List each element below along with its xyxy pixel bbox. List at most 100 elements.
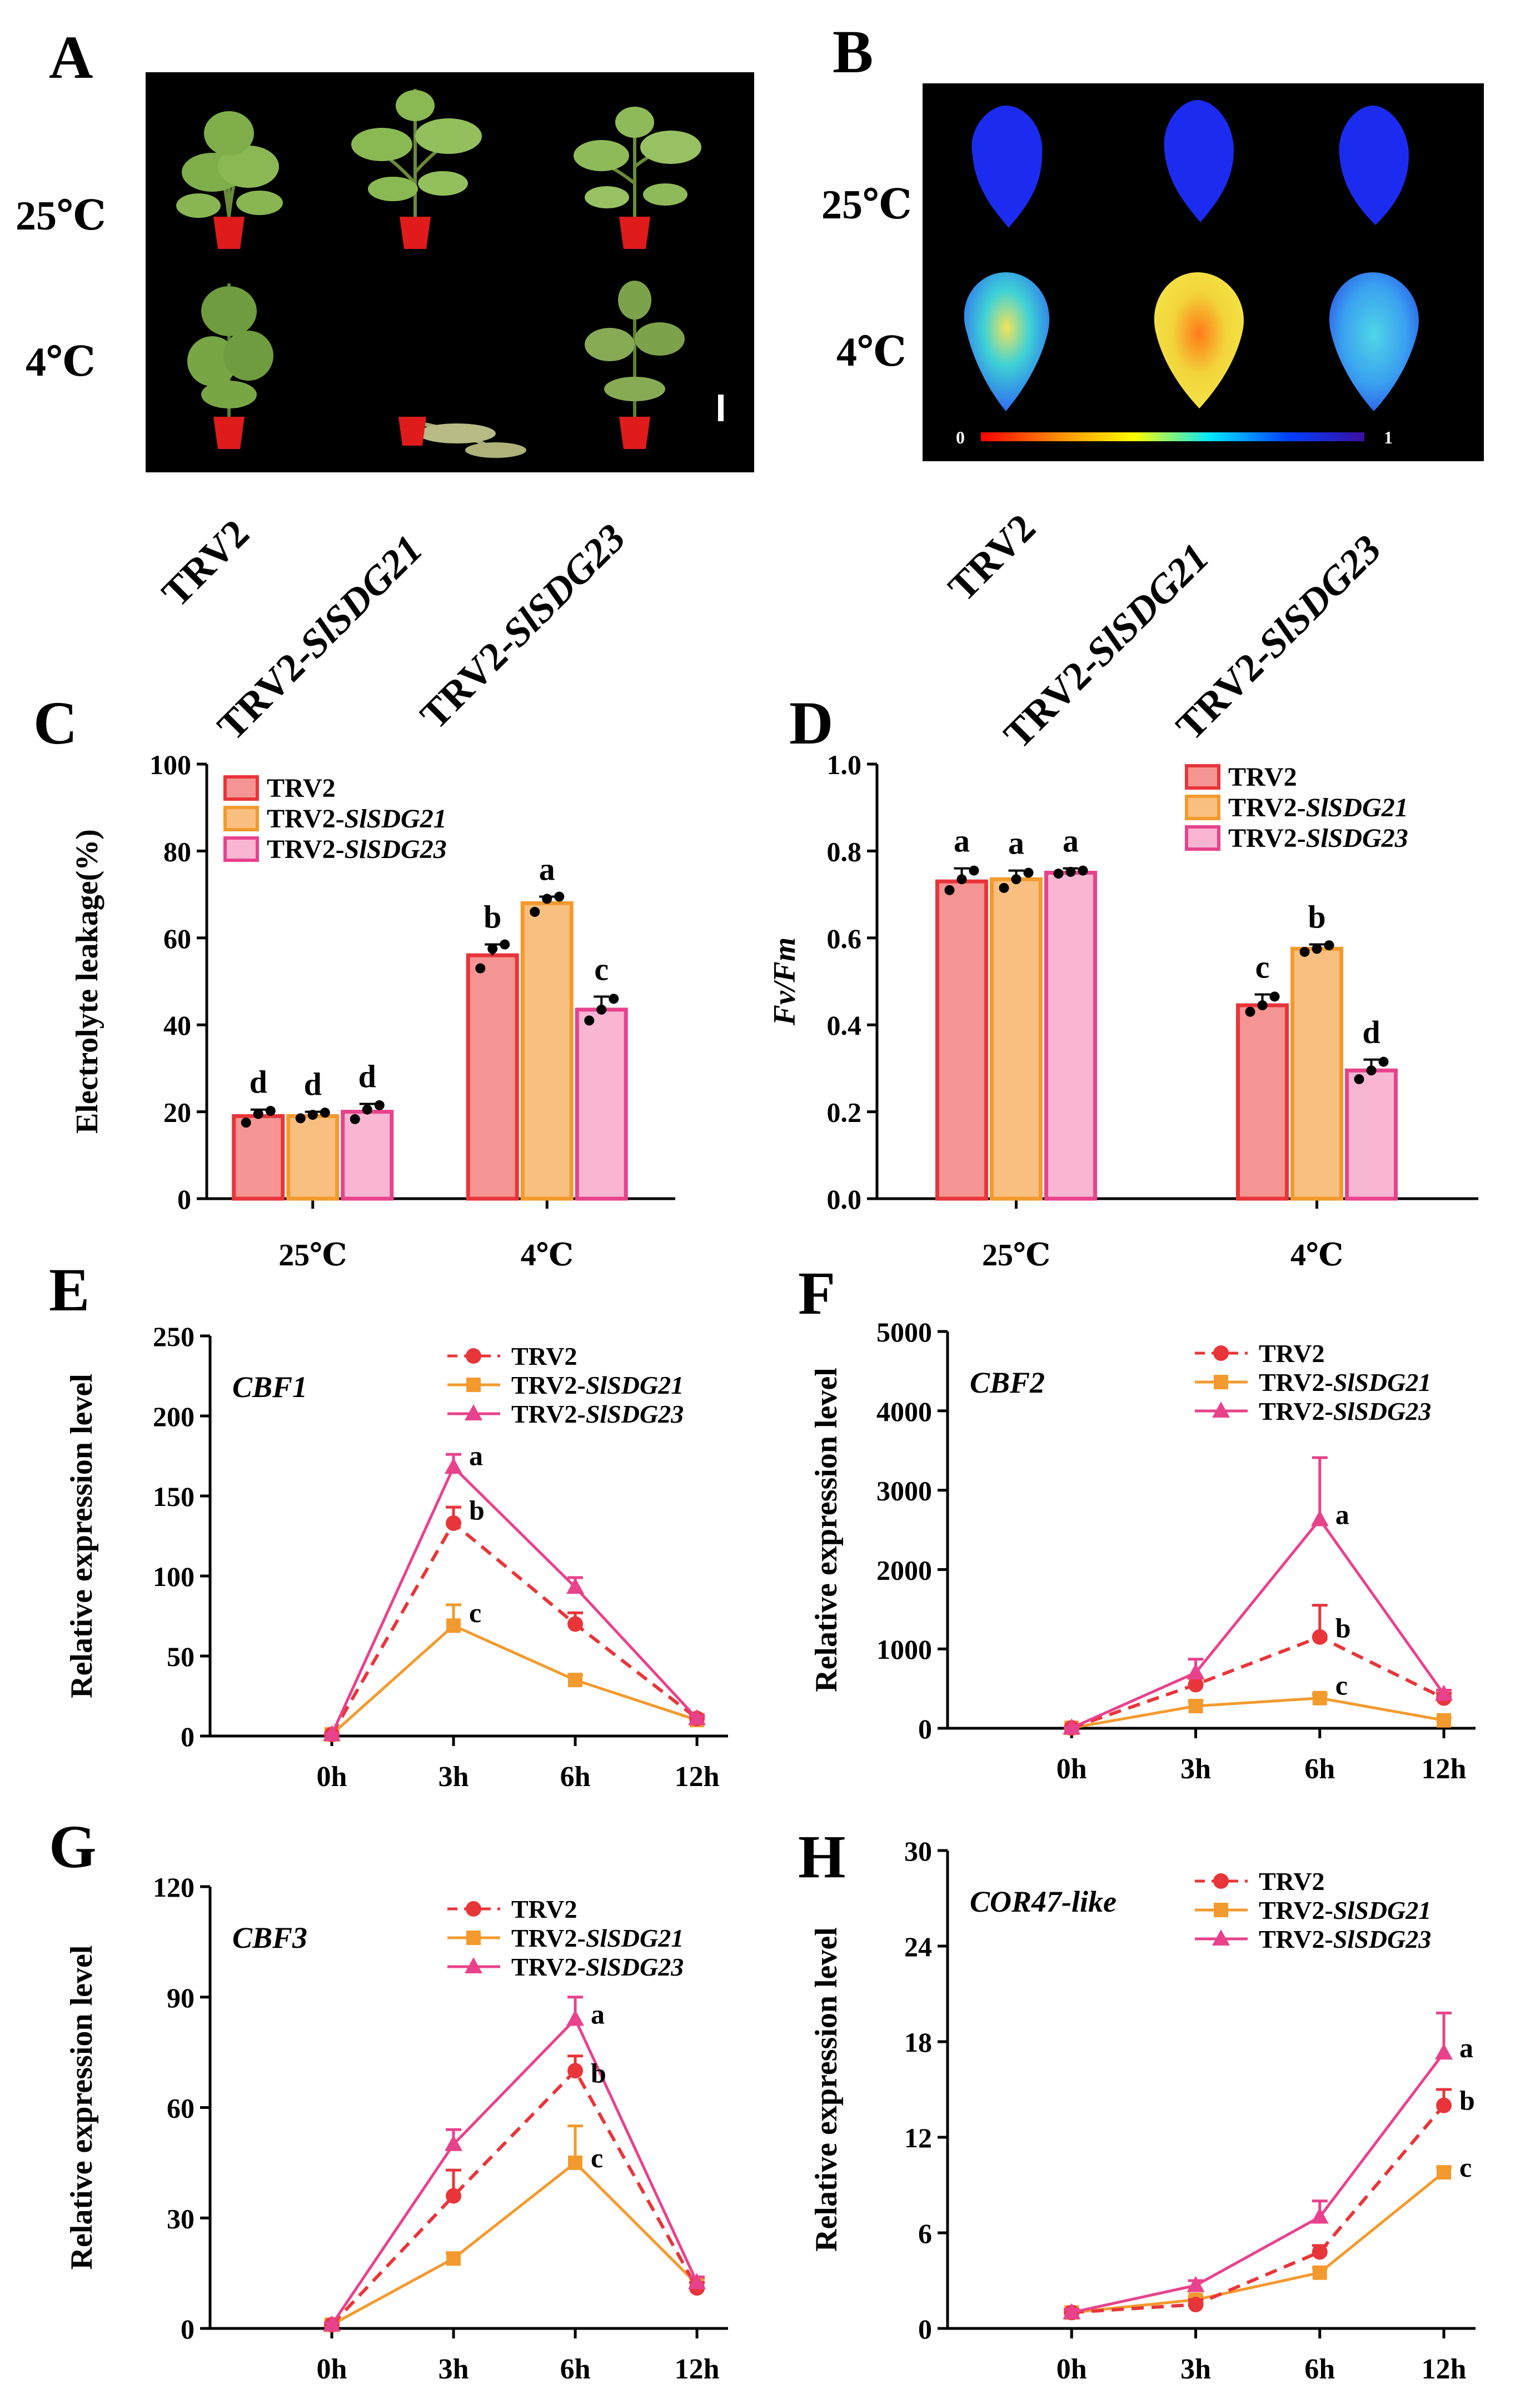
point-D-0-0-0 <box>944 885 955 895</box>
marker-H-2-1 <box>1187 2276 1205 2292</box>
y-tick-label-D-5: 1.0 <box>827 749 862 780</box>
x-tick-label-H-2: 6h <box>1304 2353 1335 2384</box>
sig-letter-C-2-1: c <box>594 951 609 987</box>
x-tick-label-E-3: 12h <box>675 1761 720 1793</box>
y-tick-label-E-5: 250 <box>153 1321 195 1352</box>
legend-label-H-1: TRV2-SlSDG21 <box>1259 1896 1431 1924</box>
legend-swatch-D-2 <box>1185 825 1220 851</box>
marker-G-2-1 <box>445 2134 463 2151</box>
marker-G-1-2 <box>568 2155 583 2170</box>
sig-letter-C-0-1: b <box>484 899 501 935</box>
y-tick-label-E-1: 50 <box>167 1641 195 1672</box>
sig-letter-E-0: a <box>469 1440 483 1472</box>
panel-letter-g: G <box>49 1813 97 1881</box>
point-D-1-1-0 <box>1299 946 1310 957</box>
legend-label-F-1: TRV2-SlSDG21 <box>1259 1368 1431 1397</box>
legend-swatch-C-0 <box>223 775 259 801</box>
bar-D-2-1 <box>1345 1068 1398 1201</box>
leaf-sdg21-25c <box>1164 100 1234 222</box>
legend-swatch-D-0 <box>1185 764 1220 790</box>
plant-trv2-4c <box>187 283 273 449</box>
legend-marker-G-2 <box>465 1957 482 1973</box>
y-tick-label-G-4: 120 <box>153 1872 195 1903</box>
sig-letter-G-1: b <box>591 2058 606 2089</box>
x-tick-label-G-3: 12h <box>675 2353 720 2384</box>
marker-G-2-2 <box>566 2009 585 2026</box>
bar-D-1-1 <box>1290 946 1343 1201</box>
point-C-1-1-2 <box>554 891 565 902</box>
legend-label-C-0: TRV2 <box>267 774 336 803</box>
sig-letter-C-0-0: d <box>250 1064 267 1100</box>
bar-C-0-0 <box>232 1114 285 1201</box>
point-C-2-0-1 <box>362 1104 372 1115</box>
point-C-0-0-2 <box>265 1106 276 1116</box>
y-tick-label-E-2: 100 <box>153 1561 195 1592</box>
plant-trv2-25c <box>176 111 283 249</box>
y-tick-label-G-2: 60 <box>167 2093 195 2124</box>
legend-label-F-0: TRV2 <box>1259 1339 1325 1368</box>
point-D-0-0-2 <box>969 865 979 876</box>
sig-letter-H-1: b <box>1459 2085 1475 2116</box>
gene-label-E: CBF1 <box>232 1370 307 1404</box>
y-tick-label-D-1: 0.2 <box>827 1097 862 1128</box>
point-C-0-0-0 <box>241 1118 251 1128</box>
y-tick-label-H-1: 6 <box>918 2218 932 2249</box>
y-axis-label-D: Fv/Fm <box>767 937 802 1026</box>
legend-label-D-2: TRV2-SlSDG23 <box>1228 824 1408 853</box>
series-line-E-2 <box>330 1464 698 1735</box>
legend-swatch-D-1 <box>1185 795 1220 820</box>
gene-label-G: CBF3 <box>232 1921 307 1954</box>
legend-label-G-2: TRV2-SlSDG23 <box>511 1953 684 1981</box>
legend-marker-F-1 <box>1214 1375 1228 1389</box>
y-tick-label-H-0: 0 <box>918 2313 932 2345</box>
marker-H-0-1 <box>1188 2297 1204 2312</box>
sig-letter-G-2: c <box>591 2142 603 2173</box>
point-D-1-0-2 <box>1023 867 1034 878</box>
marker-F-0-1 <box>1188 1677 1204 1693</box>
y-tick-label-F-0: 0 <box>918 1713 932 1744</box>
marker-G-1-1 <box>446 2251 461 2266</box>
y-tick-label-C-2: 40 <box>163 1010 191 1041</box>
leaf-trv2-4c <box>964 272 1050 411</box>
y-tick-label-D-0: 0.0 <box>827 1184 862 1215</box>
marker-H-1-3 <box>1437 2165 1451 2180</box>
legend-label-D-0: TRV2 <box>1228 762 1297 792</box>
marker-H-1-2 <box>1312 2265 1327 2280</box>
x-tick-label-G-2: 6h <box>560 2353 591 2384</box>
point-C-0-1-0 <box>475 963 486 974</box>
point-D-2-0-2 <box>1078 865 1088 876</box>
point-C-2-0-0 <box>350 1114 360 1124</box>
marker-H-2-0 <box>1063 2303 1081 2320</box>
colorbar-min-label: 0 <box>956 427 965 447</box>
point-D-2-0-1 <box>1065 866 1076 877</box>
marker-E-2-0 <box>323 1725 341 1742</box>
y-tick-label-F-5: 5000 <box>876 1316 932 1348</box>
point-D-0-1-2 <box>1269 991 1280 1002</box>
legend-marker-E-2 <box>465 1404 482 1420</box>
sig-letter-C-1-1: a <box>539 851 555 887</box>
series-line-F-0 <box>1071 1635 1445 1730</box>
point-D-1-1-1 <box>1312 944 1322 954</box>
plant-sdg23-25c <box>574 107 701 249</box>
sig-letter-H-0: a <box>1459 2032 1473 2063</box>
photo-a-row-25c: 25℃ <box>16 193 106 239</box>
y-tick-label-F-1: 1000 <box>876 1634 932 1665</box>
leaf-sdg23-4c <box>1329 272 1419 411</box>
y-tick-label-C-4: 80 <box>163 836 191 867</box>
marker-E-2-1 <box>445 1458 463 1474</box>
sig-letter-C-2-0: d <box>358 1059 376 1095</box>
legend-label-C-1: TRV2-SlSDG21 <box>267 804 447 834</box>
x-tick-label-D-0: 25℃ <box>982 1238 1050 1273</box>
sig-letter-E-2: c <box>469 1597 481 1628</box>
y-tick-label-F-3: 3000 <box>876 1475 932 1507</box>
x-tick-label-E-2: 6h <box>560 1761 591 1793</box>
y-tick-label-H-2: 12 <box>904 2122 932 2153</box>
point-C-1-0-2 <box>320 1108 330 1118</box>
legend-swatch-C-2 <box>223 836 259 862</box>
bar-C-1-1 <box>520 901 574 1201</box>
point-D-2-1-2 <box>1378 1056 1389 1067</box>
marker-F-0-2 <box>1312 1629 1328 1645</box>
bar-D-1-0 <box>990 877 1043 1201</box>
series-line-F-1 <box>1071 1697 1444 1729</box>
y-tick-label-E-4: 200 <box>153 1401 195 1432</box>
